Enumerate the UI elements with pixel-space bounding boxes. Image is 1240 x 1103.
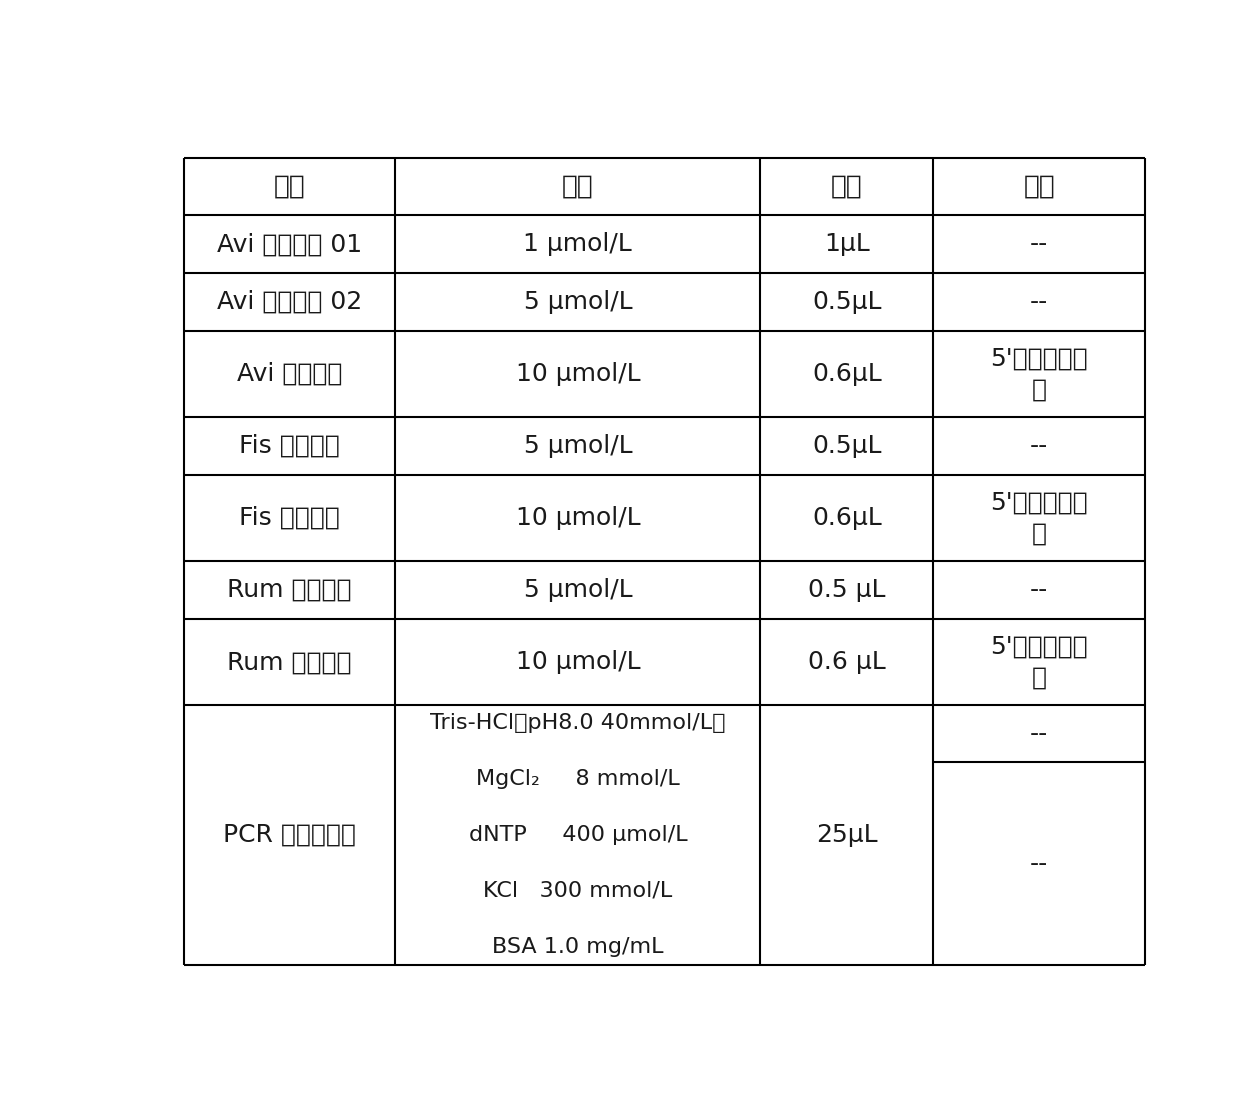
Text: Avi 上游引物 02: Avi 上游引物 02 xyxy=(217,290,362,314)
Text: 体积: 体积 xyxy=(831,173,863,200)
Text: 25μL: 25μL xyxy=(816,823,878,847)
Text: Fis 上游引物: Fis 上游引物 xyxy=(239,433,340,458)
Text: --: -- xyxy=(1030,290,1048,314)
Text: dNTP     400 μmol/L: dNTP 400 μmol/L xyxy=(469,825,687,845)
Text: Avi 上游引物 01: Avi 上游引物 01 xyxy=(217,233,362,256)
Text: 5'端标记生物
素: 5'端标记生物 素 xyxy=(991,634,1087,689)
Text: --: -- xyxy=(1030,233,1048,256)
Text: 组分: 组分 xyxy=(274,173,305,200)
Text: --: -- xyxy=(1030,433,1048,458)
Text: 5'端标记生物
素: 5'端标记生物 素 xyxy=(991,346,1087,401)
Text: Rum 上游引物: Rum 上游引物 xyxy=(227,578,352,602)
Text: 5 μmol/L: 5 μmol/L xyxy=(523,433,632,458)
Text: MgCl₂     8 mmol/L: MgCl₂ 8 mmol/L xyxy=(476,769,680,790)
Text: 1 μmol/L: 1 μmol/L xyxy=(523,233,632,256)
Text: Avi 下游引物: Avi 下游引物 xyxy=(237,362,342,386)
Text: 10 μmol/L: 10 μmol/L xyxy=(516,650,640,674)
Text: 1μL: 1μL xyxy=(825,233,869,256)
Text: 10 μmol/L: 10 μmol/L xyxy=(516,506,640,531)
Text: --: -- xyxy=(1030,721,1048,746)
Text: 0.5μL: 0.5μL xyxy=(812,433,882,458)
Text: Tris-HCl（pH8.0 40mmol/L）: Tris-HCl（pH8.0 40mmol/L） xyxy=(430,714,725,733)
Text: 10 μmol/L: 10 μmol/L xyxy=(516,362,640,386)
Text: 浓度: 浓度 xyxy=(562,173,594,200)
Text: 0.5 μL: 0.5 μL xyxy=(808,578,885,602)
Text: BSA 1.0 mg/mL: BSA 1.0 mg/mL xyxy=(492,936,663,956)
Text: 0.6 μL: 0.6 μL xyxy=(808,650,885,674)
Text: Rum 下游引物: Rum 下游引物 xyxy=(227,650,352,674)
Text: KCl   300 mmol/L: KCl 300 mmol/L xyxy=(484,881,672,901)
Text: 备注: 备注 xyxy=(1023,173,1055,200)
Text: 5'端标记生物
素: 5'端标记生物 素 xyxy=(991,490,1087,546)
Text: 0.6μL: 0.6μL xyxy=(812,506,882,531)
Text: PCR 反应缓冲液: PCR 反应缓冲液 xyxy=(223,823,356,847)
Text: Fis 下游引物: Fis 下游引物 xyxy=(239,506,340,531)
Text: 0.5μL: 0.5μL xyxy=(812,290,882,314)
Text: 5 μmol/L: 5 μmol/L xyxy=(523,290,632,314)
Text: 0.6μL: 0.6μL xyxy=(812,362,882,386)
Text: --: -- xyxy=(1030,578,1048,602)
Text: --: -- xyxy=(1030,852,1048,876)
Text: 5 μmol/L: 5 μmol/L xyxy=(523,578,632,602)
